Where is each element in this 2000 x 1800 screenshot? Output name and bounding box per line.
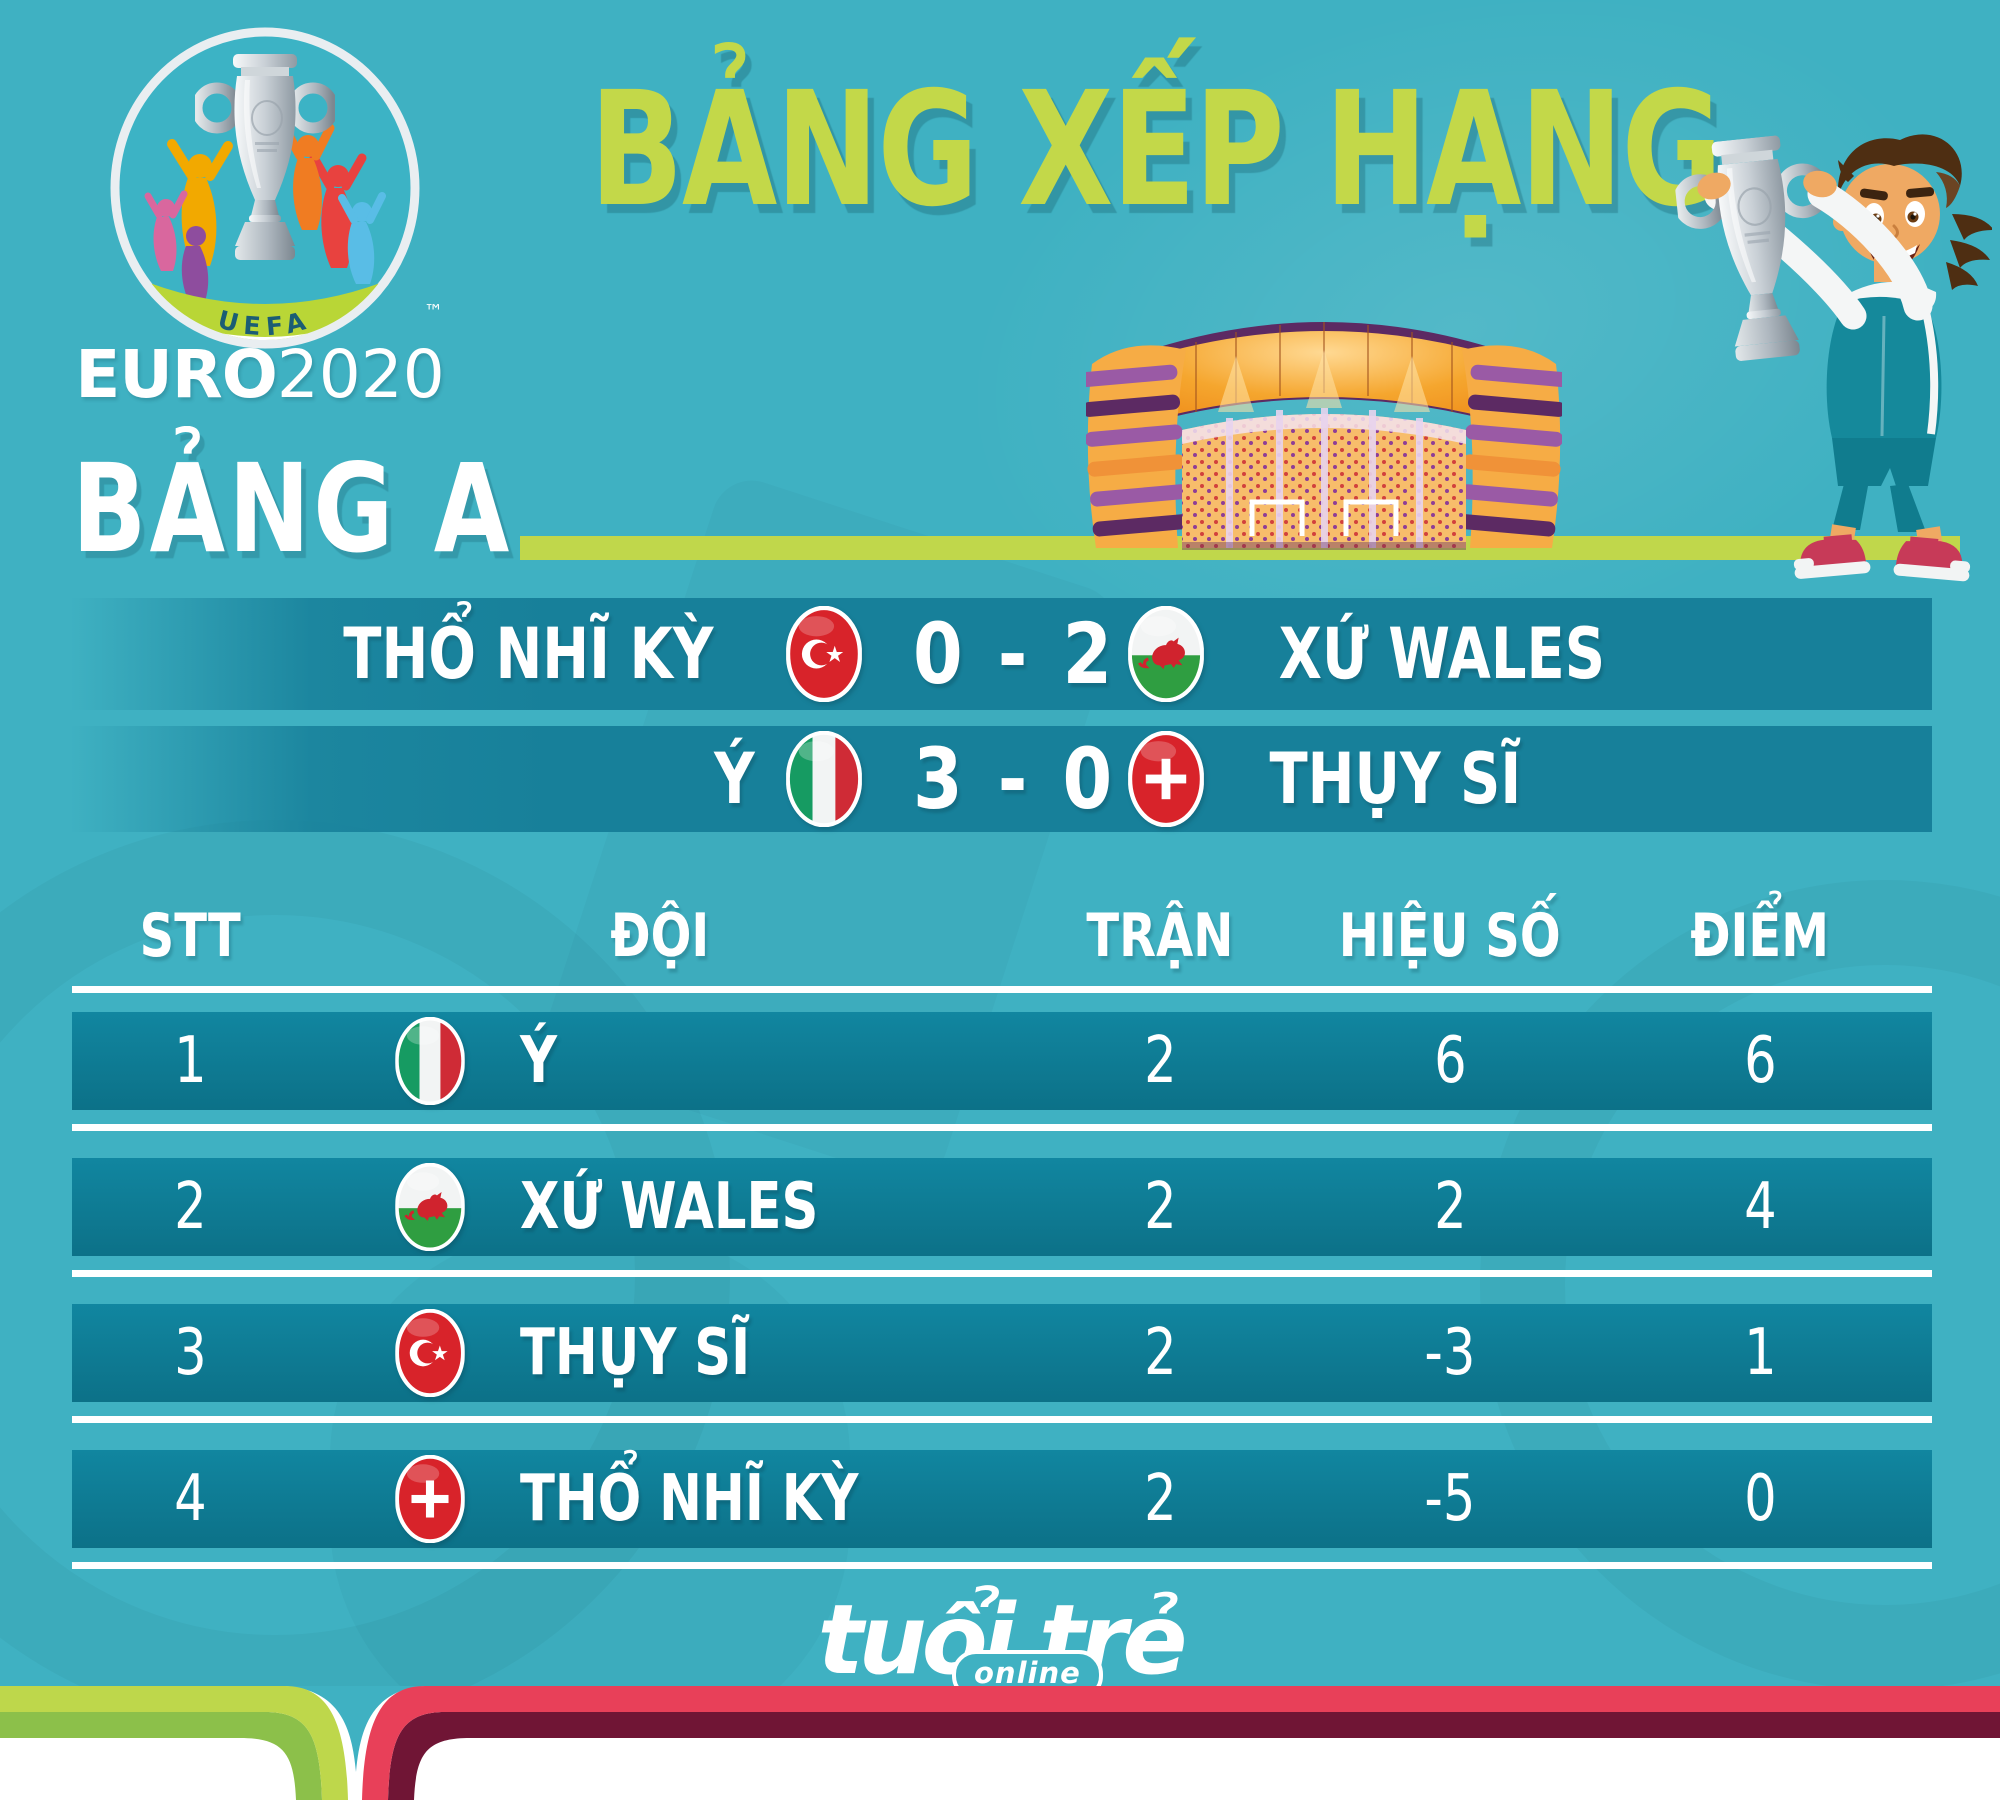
team-cell: Ý: [520, 1024, 558, 1098]
match-away-team: XỨ WALES: [1278, 613, 1606, 695]
switzerland-flag-icon: [392, 1450, 468, 1548]
team-cell: XỨ WALES: [520, 1170, 819, 1244]
column-header-doi: ĐỘI: [610, 901, 710, 971]
goal-difference-cell: 2: [1433, 1170, 1467, 1244]
row-separator: [72, 1416, 1932, 1423]
row-separator: [72, 1270, 1932, 1277]
italy-flag-icon: [392, 1012, 468, 1110]
italy-flag-icon: [784, 726, 864, 832]
team-cell: THỤY SĨ: [520, 1316, 751, 1390]
played-cell: 2: [1143, 1170, 1177, 1244]
rank-cell: 2: [173, 1170, 207, 1244]
euro-2020-wordmark: EURO2020: [60, 336, 460, 413]
match-home-team: THỔ NHĨ KỲ: [343, 613, 714, 695]
table-row-2: 2 XỨ WALES 2 2 4: [72, 1158, 1932, 1256]
column-header-tran: TRẬN: [1086, 901, 1234, 971]
trademark-symbol: ™: [424, 301, 440, 323]
team-cell: THỔ NHĨ KỲ: [520, 1462, 859, 1536]
match-home-team: Ý: [714, 738, 755, 820]
bottom-ribbons: [0, 1686, 2000, 1800]
uefa-euro-2020-logo: UEFA ™: [110, 27, 440, 349]
page-title: BẢNG XẾP HẠNG: [589, 58, 1723, 242]
rank-cell: 1: [173, 1024, 207, 1098]
wales-flag-icon: [1126, 598, 1206, 710]
wales-flag-icon: [392, 1158, 468, 1256]
row-separator: [72, 1124, 1932, 1131]
match-result-italy-switzerland: Ý 3 - 0 THỤY SĨ: [70, 726, 1932, 832]
match-away-team: THỤY SĨ: [1269, 738, 1522, 820]
mascot-illustration: [1668, 64, 1992, 582]
rank-cell: 3: [173, 1316, 207, 1390]
goal-difference-cell: -3: [1424, 1316, 1476, 1390]
group-title: BẢNG A: [72, 438, 513, 580]
points-cell: 4: [1743, 1170, 1777, 1244]
points-cell: 6: [1743, 1024, 1777, 1098]
goal-difference-cell: 6: [1433, 1024, 1467, 1098]
stadium-illustration: [1086, 322, 1562, 550]
turkey-flag-icon: [784, 598, 864, 710]
column-header-hieu-so: HIỆU SỐ: [1339, 901, 1561, 971]
played-cell: 2: [1143, 1024, 1177, 1098]
goal-difference-cell: -5: [1424, 1462, 1476, 1536]
row-separator: [72, 1562, 1932, 1569]
year-text: 2020: [276, 336, 445, 413]
points-cell: 1: [1743, 1316, 1777, 1390]
rank-cell: 4: [173, 1462, 207, 1536]
column-header-diem: ĐIỂM: [1690, 901, 1830, 971]
match-result-turkey-wales: THỔ NHĨ KỲ 0 - 2 XỨ WALES: [70, 598, 1932, 710]
table-row-3: 3 THỤY SĨ 2 -3 1: [72, 1304, 1932, 1402]
match-score: 0 - 2: [912, 605, 1118, 703]
played-cell: 2: [1143, 1462, 1177, 1536]
match-score: 3 - 0: [912, 730, 1118, 828]
table-row-4: 4 THỔ NHĨ KỲ 2 -5 0: [72, 1450, 1932, 1548]
column-header-stt: STT: [139, 901, 241, 971]
turkey-flag-icon: [392, 1304, 468, 1402]
played-cell: 2: [1143, 1316, 1177, 1390]
table-row-1: 1 Ý 2 6 6: [72, 1012, 1932, 1110]
switzerland-flag-icon: [1126, 726, 1206, 832]
header-separator: [72, 986, 1932, 993]
euro-text: EURO: [75, 336, 278, 413]
points-cell: 0: [1743, 1462, 1777, 1536]
